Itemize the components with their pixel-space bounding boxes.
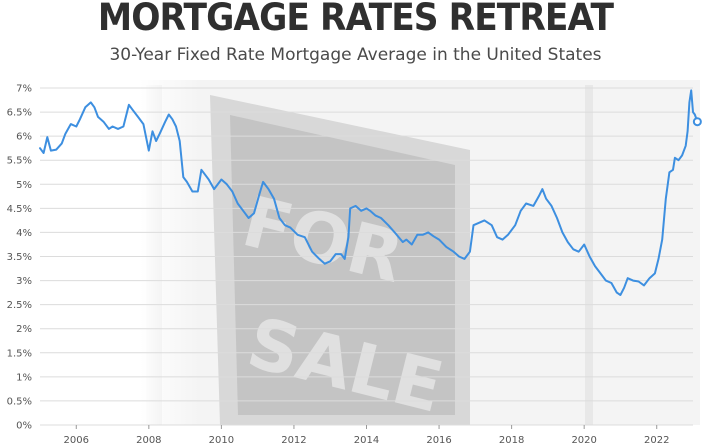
y-axis-ticks: 0% 0.5% 1% 1.5% 2% 2.5% 3% 3.5% 4% 4.5% 5% 5.5% 6% 6.… xyxy=(7,84,32,432)
y-tick-label: 6.5% xyxy=(7,108,32,119)
y-tick-label: 5% xyxy=(16,180,32,191)
series-line xyxy=(39,89,699,296)
sign-board-inner xyxy=(230,115,455,415)
x-tick-label: 2018 xyxy=(499,435,524,446)
x-tick-label: 2006 xyxy=(64,435,89,446)
chart-subtitle: 30-Year Fixed Rate Mortgage Average in t… xyxy=(109,45,602,65)
y-tick-label: 3% xyxy=(16,276,32,287)
y-tick-label: 2.5% xyxy=(7,300,32,311)
sign-board xyxy=(210,95,470,425)
chart-title: MORTGAGE RATES RETREAT xyxy=(97,0,614,39)
x-axis-ticks: 2006 2008 2010 2012 2014 2016 2018 2020 2022 xyxy=(64,425,669,446)
y-tick-label: 6% xyxy=(16,132,32,143)
x-tick-label: 2012 xyxy=(281,435,306,446)
y-tick-label: 4% xyxy=(16,228,32,239)
y-tick-label: 2% xyxy=(16,324,32,335)
y-tick-label: 7% xyxy=(16,84,32,95)
y-tick-label: 0.5% xyxy=(7,396,32,407)
y-tick-label: 1.5% xyxy=(7,348,32,359)
x-tick-label: 2020 xyxy=(571,435,596,446)
photo-fade xyxy=(140,80,200,425)
photo-wash xyxy=(0,80,711,425)
x-tick-label: 2008 xyxy=(136,435,161,446)
x-tick-label: 2010 xyxy=(209,435,234,446)
y-tick-label: 0% xyxy=(16,421,32,432)
y-tick-label: 4.5% xyxy=(7,204,32,215)
y-tick-label: 3.5% xyxy=(7,252,32,263)
gridlines xyxy=(40,87,693,426)
y-tick-label: 1% xyxy=(16,372,32,383)
for-sale-sign-photo: FOR SALE xyxy=(0,80,711,429)
x-tick-label: 2022 xyxy=(644,435,669,446)
x-tick-label: 2016 xyxy=(426,435,451,446)
endpoint-marker xyxy=(692,117,702,127)
y-tick-label: 5.5% xyxy=(7,156,32,167)
x-tick-label: 2014 xyxy=(354,435,379,446)
